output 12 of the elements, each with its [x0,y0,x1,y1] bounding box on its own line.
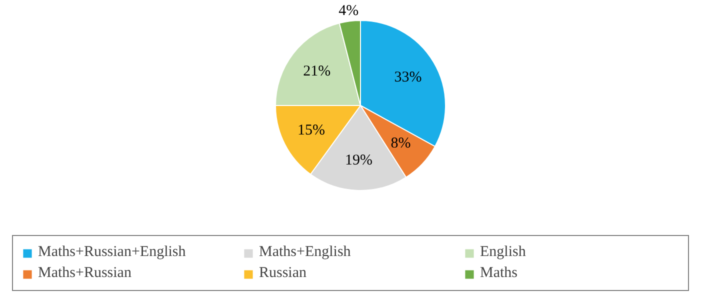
data-label: 21% [303,64,331,80]
data-label: 4% [338,3,359,20]
legend-label: Maths [480,265,518,282]
legend-label: Russian [259,265,308,282]
legend-label: Maths+Russian+English [38,244,187,261]
data-label: 19% [345,152,373,169]
data-label: 8% [390,135,411,152]
legend-label: Maths+English [259,244,352,261]
legend-label: Maths+Russian [38,265,132,282]
data-label: 15% [298,122,326,139]
data-label: 33% [394,69,422,86]
legend-label: English [480,244,527,261]
